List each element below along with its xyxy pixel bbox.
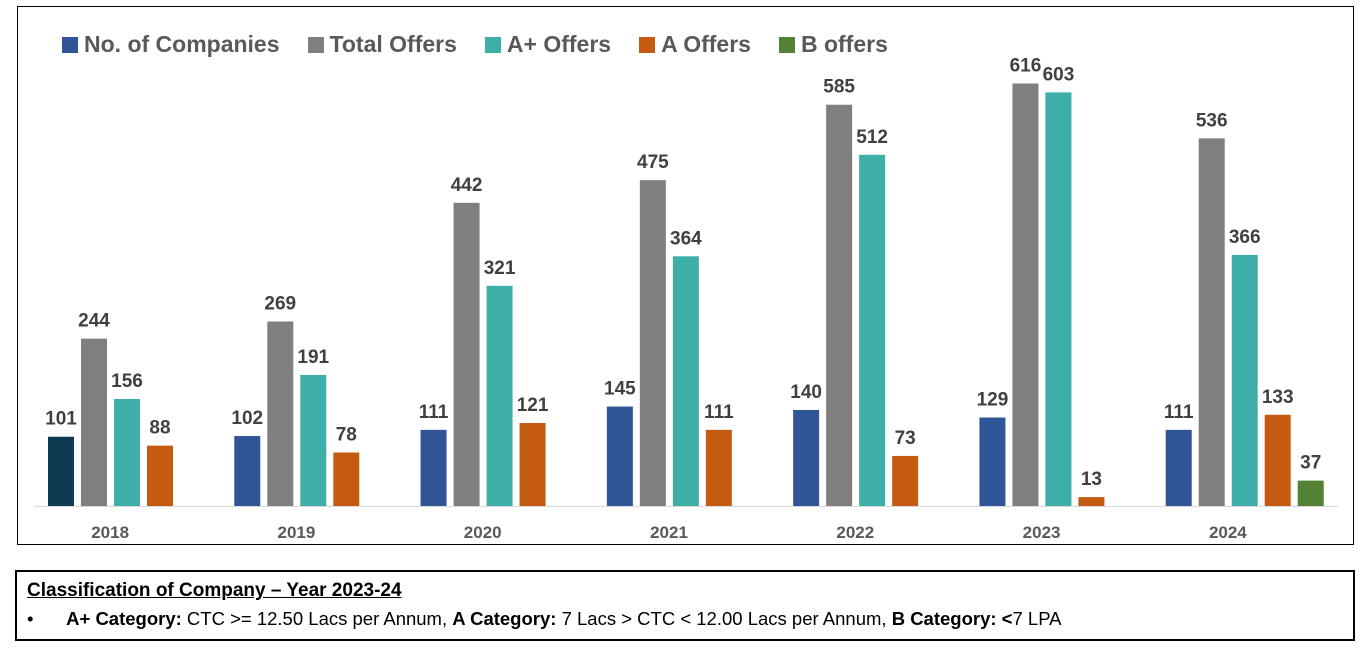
data-label-a-offers-2020: 121	[517, 395, 549, 416]
data-label-b-offers-2024: 37	[1300, 453, 1321, 474]
data-label-no-of-companies-2018: 101	[45, 409, 77, 430]
data-label-a-offers-2019: 191	[297, 347, 329, 368]
legend-item-a-offers: A+ Offers	[484, 31, 612, 58]
data-label-a-offers-2021: 364	[670, 228, 702, 249]
x-tick-label-2023: 2023	[1023, 523, 1061, 542]
legend-label-total-offers: Total Offers	[329, 31, 457, 57]
legend-swatch-a-offers	[639, 36, 656, 53]
chart-frame: No. of Companies Total Offers A+ Offers A O…	[17, 6, 1354, 545]
data-label-no-of-companies-2021: 145	[604, 379, 636, 400]
x-tick-label-2018: 2018	[91, 523, 129, 542]
data-label-no-of-companies-2023: 129	[977, 390, 1009, 411]
a-plus-category-label: A+ Category:	[66, 608, 182, 629]
data-label-total-offers-2022: 585	[823, 77, 855, 98]
bar-total-offers-2024	[1198, 138, 1225, 506]
chart-legend: No. of Companies Total Offers A+ Offers A O…	[62, 31, 916, 58]
legend-label-b-offers: B offers	[800, 31, 888, 57]
data-label-total-offers-2023: 616	[1010, 55, 1042, 76]
bullet-marker: •	[27, 608, 34, 629]
bar-total-offers-2018	[81, 338, 107, 506]
classification-note: Classification of Company – Year 2023-24…	[15, 570, 1355, 641]
data-label-total-offers-2018: 244	[78, 311, 110, 332]
legend-item-b-offers: B offers	[778, 31, 888, 58]
data-label-total-offers-2021: 475	[637, 152, 669, 173]
data-label-total-offers-2019: 269	[264, 293, 296, 314]
legend-item-no-of-companies: No. of Companies	[62, 31, 280, 58]
data-label-a-offers-2023: 13	[1081, 469, 1102, 490]
bar-a-offers-2023	[1045, 92, 1072, 506]
data-label-no-of-companies-2019: 102	[231, 408, 263, 429]
bar-total-offers-2022	[826, 104, 853, 506]
bar-a-offers-2022	[892, 455, 919, 506]
bar-a-offers-2024	[1231, 254, 1258, 506]
data-label-a-offers-2023: 603	[1043, 64, 1075, 85]
bar-no-of-companies-2020	[420, 429, 447, 506]
bar-a-offers-2023	[1078, 497, 1105, 506]
bar-no-of-companies-2022	[793, 409, 820, 506]
bar-a-offers-2020	[519, 423, 546, 506]
bar-total-offers-2020	[453, 202, 480, 507]
legend-item-a-offers: A Offers	[639, 31, 751, 58]
legend-swatch-no-of-companies	[62, 36, 78, 53]
bar-a-offers-2019	[333, 452, 360, 506]
x-tick-label-2020: 2020	[464, 523, 502, 542]
bar-b-offers-2024	[1297, 480, 1324, 506]
data-label-no-of-companies-2020: 111	[419, 402, 449, 423]
x-tick-label-2022: 2022	[836, 523, 874, 542]
bar-a-offers-2022	[859, 154, 886, 507]
data-label-a-offers-2020: 321	[484, 258, 516, 279]
bar-no-of-companies-2018	[48, 436, 74, 506]
bar-chart: 101 244 156 88 2018 102 269 191 78 2019 111 442 321 1…	[34, 55, 1338, 542]
bar-a-offers-2019	[300, 374, 327, 506]
data-label-a-offers-2018: 88	[149, 418, 170, 439]
bar-no-of-companies-2023	[979, 417, 1006, 506]
bar-a-offers-2024	[1264, 414, 1291, 506]
bar-no-of-companies-2021	[606, 406, 633, 506]
data-label-a-offers-2022: 73	[895, 428, 916, 449]
b-category-label: B Category: <	[891, 608, 1013, 629]
data-label-total-offers-2024: 536	[1196, 110, 1228, 131]
x-tick-label-2024: 2024	[1209, 523, 1247, 542]
a-category-label: A Category:	[452, 608, 557, 629]
a-category-text: 7 Lacs > CTC < 12.00 Lacs per Annum,	[556, 608, 892, 629]
x-tick-label-2021: 2021	[650, 523, 688, 542]
note-title: Classification of Company – Year 2023-24	[27, 580, 402, 601]
data-label-a-offers-2019: 78	[336, 424, 357, 445]
note-bullet-line: • A+ Category: CTC >= 12.50 Lacs per Ann…	[27, 608, 1343, 630]
bar-a-offers-2018	[147, 445, 173, 506]
data-label-a-offers-2024: 133	[1262, 387, 1294, 408]
data-label-no-of-companies-2022: 140	[790, 382, 822, 403]
x-tick-label-2019: 2019	[278, 523, 316, 542]
legend-swatch-b-offers	[778, 36, 795, 53]
legend-swatch-a-offers	[484, 36, 501, 53]
legend-label-a-offers: A+ Offers	[506, 31, 612, 57]
bar-total-offers-2019	[267, 321, 294, 506]
bar-a-offers-2021	[672, 256, 699, 506]
legend-label-no-of-companies: No. of Companies	[84, 31, 280, 57]
bar-total-offers-2023	[1012, 83, 1039, 507]
b-category-text: 7 LPA	[1012, 608, 1062, 629]
a-plus-category-text: CTC >= 12.50 Lacs per Annum,	[181, 608, 453, 629]
legend-label-a-offers: A Offers	[661, 31, 751, 57]
bar-no-of-companies-2024	[1165, 429, 1192, 506]
data-label-a-offers-2021: 111	[704, 402, 734, 423]
bar-no-of-companies-2019	[234, 436, 261, 506]
bar-a-offers-2018	[114, 398, 140, 506]
data-label-a-offers-2018: 156	[111, 371, 143, 392]
legend-swatch-total-offers	[307, 36, 324, 53]
bar-a-offers-2020	[486, 285, 513, 506]
legend-item-total-offers: Total Offers	[307, 31, 457, 58]
bar-a-offers-2021	[705, 429, 732, 506]
bar-total-offers-2021	[639, 180, 666, 506]
data-label-a-offers-2022: 512	[856, 127, 888, 148]
data-label-no-of-companies-2024: 111	[1164, 402, 1194, 423]
data-label-total-offers-2020: 442	[451, 175, 483, 196]
data-label-a-offers-2024: 366	[1229, 227, 1261, 248]
